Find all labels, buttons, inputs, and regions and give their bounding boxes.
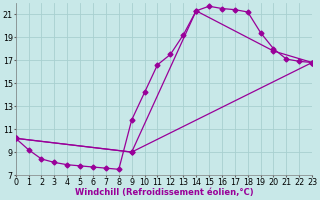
X-axis label: Windchill (Refroidissement éolien,°C): Windchill (Refroidissement éolien,°C) — [75, 188, 253, 197]
